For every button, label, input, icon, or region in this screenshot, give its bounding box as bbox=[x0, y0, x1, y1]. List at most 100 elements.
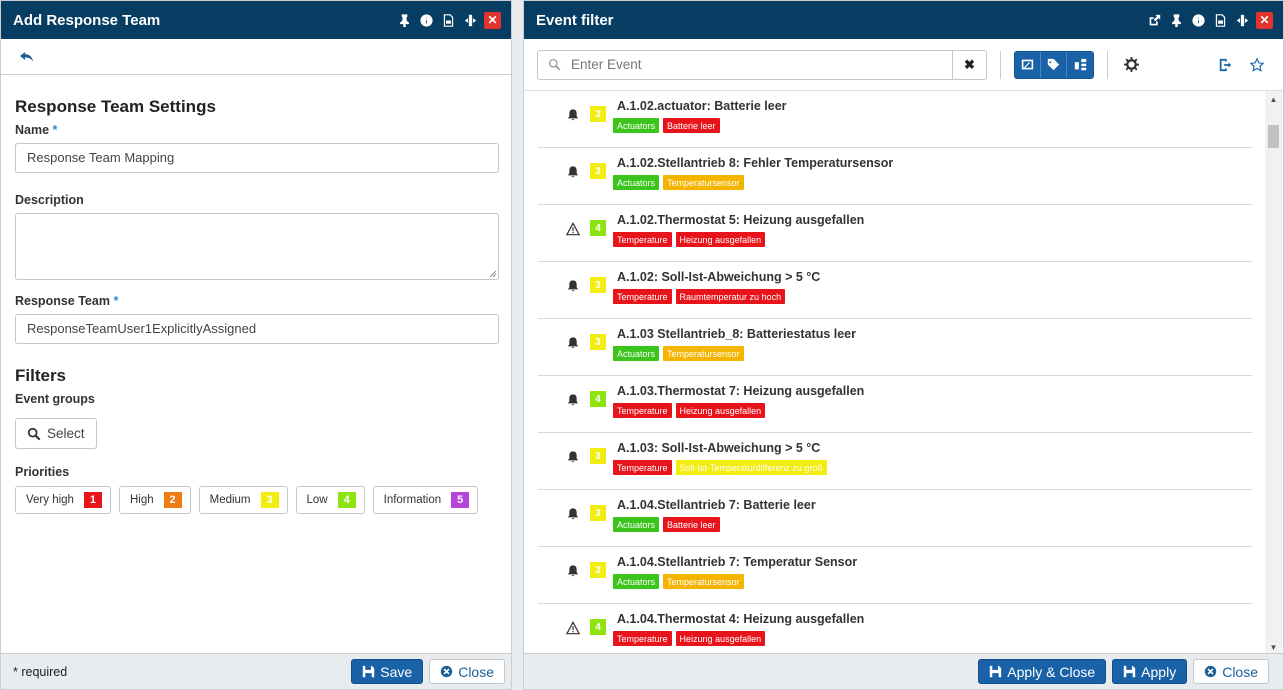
save-icon bbox=[1123, 665, 1136, 678]
resize-grip-icon[interactable] bbox=[489, 270, 497, 278]
event-row[interactable]: 4 A.1.02.Thermostat 5: Heizung ausgefalle… bbox=[538, 205, 1252, 262]
priority-badge: 4 bbox=[590, 220, 606, 236]
event-tags: Temperature Heizung ausgefallen bbox=[613, 232, 766, 247]
event-tag: Actuators bbox=[613, 346, 660, 361]
event-row[interactable]: 3 A.1.04.Stellantrieb 7: Batterie leer Act… bbox=[538, 490, 1252, 547]
event-row[interactable]: 3 A.1.02.Stellantrieb 8: Fehler Temperatu… bbox=[538, 148, 1252, 205]
event-tag: Temperature bbox=[613, 289, 672, 304]
event-tag: Heizung ausgefallen bbox=[675, 403, 766, 418]
close-icon[interactable]: ✕ bbox=[1256, 11, 1273, 29]
event-name: A.1.03.Thermostat 7: Heizung ausgefallen bbox=[617, 384, 865, 398]
event-tags: Temperature Raumtemperatur zu hoch bbox=[613, 289, 786, 304]
left-titlebar: Add Response Team ✕ bbox=[1, 1, 511, 39]
back-row bbox=[1, 39, 511, 75]
export-icon[interactable] bbox=[1215, 55, 1235, 75]
save-button[interactable]: Save bbox=[351, 659, 424, 684]
event-tag: Heizung ausgefallen bbox=[675, 631, 766, 646]
close-circle-icon bbox=[1205, 665, 1217, 678]
panel-title: Event filter bbox=[536, 11, 614, 29]
close-button[interactable]: Close bbox=[429, 659, 505, 684]
select-button[interactable]: Select bbox=[15, 418, 97, 449]
event-name: A.1.04.Stellantrieb 7: Temperatur Sensor bbox=[617, 555, 858, 569]
event-tag: Actuators bbox=[613, 118, 660, 133]
scroll-up-icon[interactable]: ▲ bbox=[1269, 94, 1278, 104]
event-tag: Batterie leer bbox=[663, 517, 720, 532]
priority-label: Information bbox=[383, 494, 442, 506]
priority-low-button[interactable]: Low 4 bbox=[295, 486, 365, 514]
event-tags: Temperature Heizung ausgefallen bbox=[613, 631, 766, 646]
pdf-icon[interactable] bbox=[1212, 12, 1228, 28]
event-row[interactable]: 3 A.1.03: Soll-Ist-Abweichung > 5 °C Tempe… bbox=[538, 433, 1252, 490]
event-row[interactable]: 3 A.1.03 Stellantrieb_8: Batteriestatus l… bbox=[538, 319, 1252, 376]
event-list: 3 A.1.02.actuator: Batterie leer Actuators… bbox=[538, 91, 1252, 655]
response-team-field[interactable]: ResponseTeamUser1ExplicitlyAssigned bbox=[15, 314, 499, 344]
pin-icon[interactable] bbox=[396, 12, 412, 28]
event-name: A.1.04.Stellantrieb 7: Batterie leer bbox=[617, 498, 816, 512]
priority-very-high-button[interactable]: Very high 1 bbox=[15, 486, 111, 514]
priority-badge: 3 bbox=[590, 277, 606, 293]
priority-information-button[interactable]: Information 5 bbox=[372, 486, 479, 514]
event-row[interactable]: 3 A.1.02.actuator: Batterie leer Actuators… bbox=[538, 91, 1252, 148]
info-icon[interactable] bbox=[418, 12, 434, 28]
event-tag: Temperatursensor bbox=[663, 175, 744, 190]
right-titlebar: Event filter ✕ bbox=[524, 1, 1283, 39]
event-tags: Actuators Batterie leer bbox=[613, 517, 720, 532]
priority-high-button[interactable]: High 2 bbox=[118, 486, 191, 514]
event-tag: Temperature bbox=[613, 232, 672, 247]
close-icon[interactable]: ✕ bbox=[484, 11, 501, 29]
event-name: A.1.02.actuator: Batterie leer bbox=[617, 99, 787, 113]
clear-search-button[interactable]: ✖ bbox=[953, 49, 987, 80]
scroll-thumb[interactable] bbox=[1268, 125, 1279, 148]
section-title: Response Team Settings bbox=[15, 97, 216, 116]
event-row[interactable]: 3 A.1.02: Soll-Ist-Abweichung > 5 °C Tempe… bbox=[538, 262, 1252, 319]
event-tags: Actuators Temperatursensor bbox=[613, 574, 744, 589]
gear-icon[interactable] bbox=[1121, 55, 1141, 75]
name-field[interactable]: Response Team Mapping bbox=[15, 143, 499, 173]
info-icon[interactable] bbox=[1190, 12, 1206, 28]
event-tag: Actuators bbox=[613, 517, 660, 532]
description-field[interactable] bbox=[15, 213, 499, 280]
event-name: A.1.02.Thermostat 5: Heizung ausgefallen bbox=[617, 213, 865, 227]
resize-icon[interactable] bbox=[462, 12, 478, 28]
priority-medium-button[interactable]: Medium 3 bbox=[198, 486, 288, 514]
scroll-down-icon[interactable]: ▼ bbox=[1269, 642, 1278, 652]
save-icon bbox=[363, 665, 375, 678]
star-icon[interactable] bbox=[1247, 55, 1267, 75]
divider bbox=[1107, 50, 1108, 79]
event-search-input[interactable]: Enter Event bbox=[537, 49, 953, 80]
event-tags: Actuators Batterie leer bbox=[613, 118, 720, 133]
resize-icon[interactable] bbox=[1234, 12, 1250, 28]
priority-badge: 3 bbox=[590, 505, 606, 521]
left-footer: * required Save Close bbox=[1, 653, 511, 689]
required-note: * required bbox=[13, 664, 68, 679]
bell-icon bbox=[566, 507, 580, 521]
priority-label: Low bbox=[306, 494, 328, 506]
priority-number: 5 bbox=[451, 492, 470, 508]
bell-icon bbox=[566, 336, 580, 350]
pin-icon[interactable] bbox=[1168, 12, 1184, 28]
event-tag: Temperature bbox=[613, 631, 672, 646]
edit-list-icon[interactable] bbox=[1015, 51, 1041, 78]
event-tag: Soll-Ist-Temperaturdifferenz zu groß bbox=[675, 460, 827, 475]
bell-icon bbox=[566, 450, 580, 464]
popout-icon[interactable] bbox=[1146, 12, 1162, 28]
event-row[interactable]: 3 A.1.04.Stellantrieb 7: Temperatur Senso… bbox=[538, 547, 1252, 604]
event-row[interactable]: 4 A.1.04.Thermostat 4: Heizung ausgefalle… bbox=[538, 604, 1252, 655]
back-arrow-icon[interactable] bbox=[19, 49, 35, 65]
event-row[interactable]: 4 A.1.03.Thermostat 7: Heizung ausgefalle… bbox=[538, 376, 1252, 433]
apply-button[interactable]: Apply bbox=[1112, 659, 1188, 684]
bell-icon bbox=[566, 279, 580, 293]
search-icon bbox=[27, 427, 41, 440]
apply-close-button[interactable]: Apply & Close bbox=[978, 659, 1107, 684]
search-icon bbox=[548, 58, 561, 71]
priority-badge: 3 bbox=[590, 334, 606, 350]
hierarchy-icon[interactable] bbox=[1067, 51, 1093, 78]
bell-icon bbox=[566, 393, 580, 407]
description-label: Description bbox=[15, 193, 84, 207]
tag-icon[interactable] bbox=[1041, 51, 1067, 78]
pdf-icon[interactable] bbox=[440, 12, 456, 28]
event-tag: Raumtemperatur zu hoch bbox=[675, 289, 786, 304]
scrollbar[interactable]: ▲ ▼ bbox=[1265, 91, 1282, 655]
close-button[interactable]: Close bbox=[1193, 659, 1269, 684]
event-name: A.1.02.Stellantrieb 8: Fehler Temperatur… bbox=[617, 156, 894, 170]
